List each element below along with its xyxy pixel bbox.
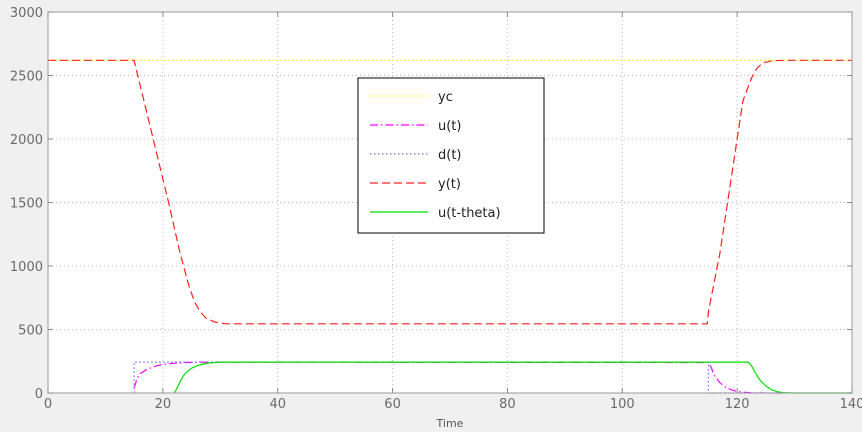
legend-box (357, 77, 545, 234)
y-tick-label: 1500 (10, 197, 43, 212)
legend-items: yc u(t) d(t) y(t) u(t-theta) (370, 90, 501, 221)
series-line-u-t-theta- (173, 361, 852, 394)
x-tick-label: 40 (269, 397, 286, 412)
x-tick-label: 0 (44, 397, 52, 412)
x-axis-label: Time (436, 417, 464, 430)
x-tick-label: 80 (499, 397, 516, 412)
y-tick-label: 0 (35, 387, 43, 402)
legend-label: d(t) (438, 148, 462, 163)
x-tick-label: 20 (155, 397, 172, 412)
y-tick-label: 500 (18, 324, 43, 339)
series-line-u-t- (133, 361, 784, 394)
legend: yc u(t) d(t) y(t) u(t-theta) (357, 77, 545, 234)
y-tick-label: 1000 (10, 260, 43, 275)
x-tick-label: 100 (610, 397, 635, 412)
tick-labels: 0 20 40 60 80 100 120 140 0 500 1000 1500 2000 2500 30… (10, 6, 862, 412)
series-line-y-t- (48, 59, 852, 325)
y-tick-label: 2000 (10, 133, 43, 148)
legend-label: u(t-theta) (438, 206, 501, 221)
x-tick-label: 60 (384, 397, 401, 412)
legend-label: y(t) (438, 177, 461, 192)
tick-marks (47, 11, 853, 394)
legend-label: yc (438, 90, 453, 105)
legend-label: u(t) (438, 119, 461, 134)
y-tick-label: 2500 (10, 70, 43, 85)
x-tick-label: 140 (840, 397, 862, 412)
y-tick-label: 3000 (10, 6, 43, 21)
x-tick-label: 120 (725, 397, 750, 412)
